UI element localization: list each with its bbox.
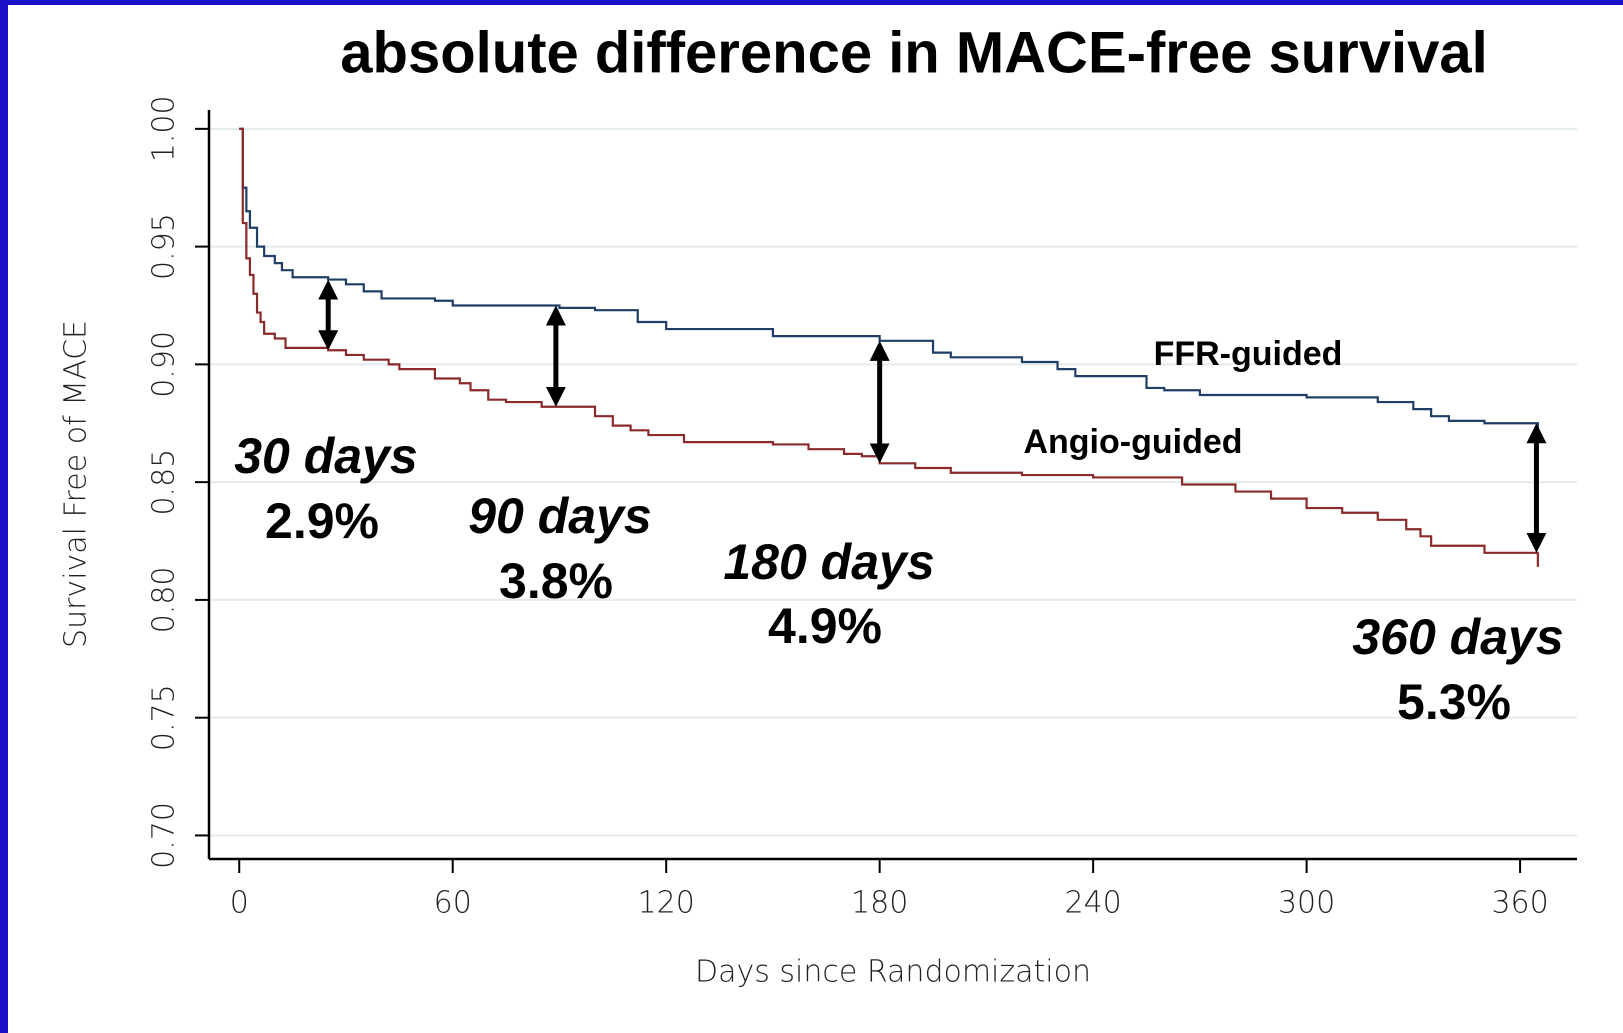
series-label: Angio-guided [1023,423,1242,461]
annotation-label: 180 days [723,534,934,590]
x-tick-label: 360 [1491,886,1548,921]
annotation-value: 4.9% [768,598,882,654]
y-tick-label: 0.75 [147,684,182,751]
annotation-value: 5.3% [1397,674,1511,730]
y-axis-title: Survival Free of MACE [59,320,94,648]
series-label: FFR-guided [1154,335,1343,373]
survival-curve [239,127,1539,428]
background [8,5,1623,1033]
y-tick-label: 0.70 [147,802,182,869]
x-tick-label: 300 [1278,886,1335,921]
annotation-label: 90 days [468,488,651,544]
x-tick-label: 120 [638,886,695,921]
annotation-label: 360 days [1352,609,1563,665]
x-axis-title: Days since Randomization [695,955,1091,990]
y-tick-label: 0.85 [147,449,182,516]
annotation-value: 2.9% [265,493,379,549]
y-tick-label: 0.80 [147,567,182,634]
y-tick-label: 1.00 [147,95,182,162]
x-tick-label: 240 [1064,886,1121,921]
annotation-label: 30 days [234,428,417,484]
x-tick-label: 60 [434,886,472,921]
chart-title: absolute difference in MACE-free surviva… [340,20,1487,85]
x-tick-label: 180 [851,886,908,921]
y-tick-label: 0.95 [147,213,182,280]
y-tick-label: 0.90 [147,331,182,398]
annotation-value: 3.8% [499,553,613,609]
survival-curve [239,127,1539,567]
x-tick-label: 0 [230,886,249,921]
